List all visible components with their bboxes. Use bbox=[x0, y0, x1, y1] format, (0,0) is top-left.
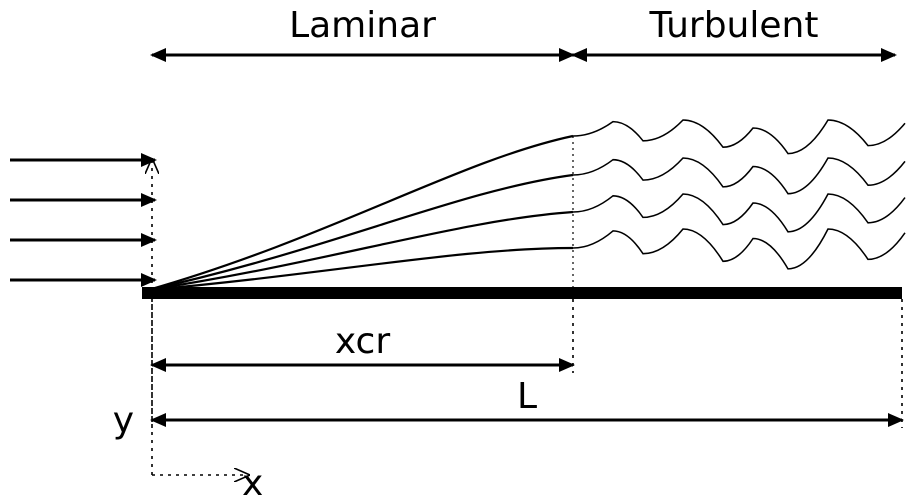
laminar-curves bbox=[148, 136, 573, 290]
y-axis-label: y bbox=[113, 400, 134, 441]
turbulent-curve bbox=[573, 229, 905, 269]
laminar-label: Laminar bbox=[289, 5, 436, 46]
turbulent-curve bbox=[573, 120, 905, 154]
L-label: L bbox=[517, 376, 537, 417]
boundary-layer-diagram: Laminar Turbulent y x xcr L bbox=[0, 0, 922, 500]
turbulent-curve bbox=[573, 194, 905, 232]
laminar-curve bbox=[148, 175, 573, 290]
turbulent-label: Turbulent bbox=[649, 5, 819, 46]
x-axis-label: x bbox=[242, 463, 263, 500]
xcr-label: xcr bbox=[335, 321, 390, 362]
incoming-flow-arrows bbox=[10, 160, 155, 280]
turbulent-curves bbox=[573, 120, 905, 269]
turbulent-curve bbox=[573, 158, 905, 194]
